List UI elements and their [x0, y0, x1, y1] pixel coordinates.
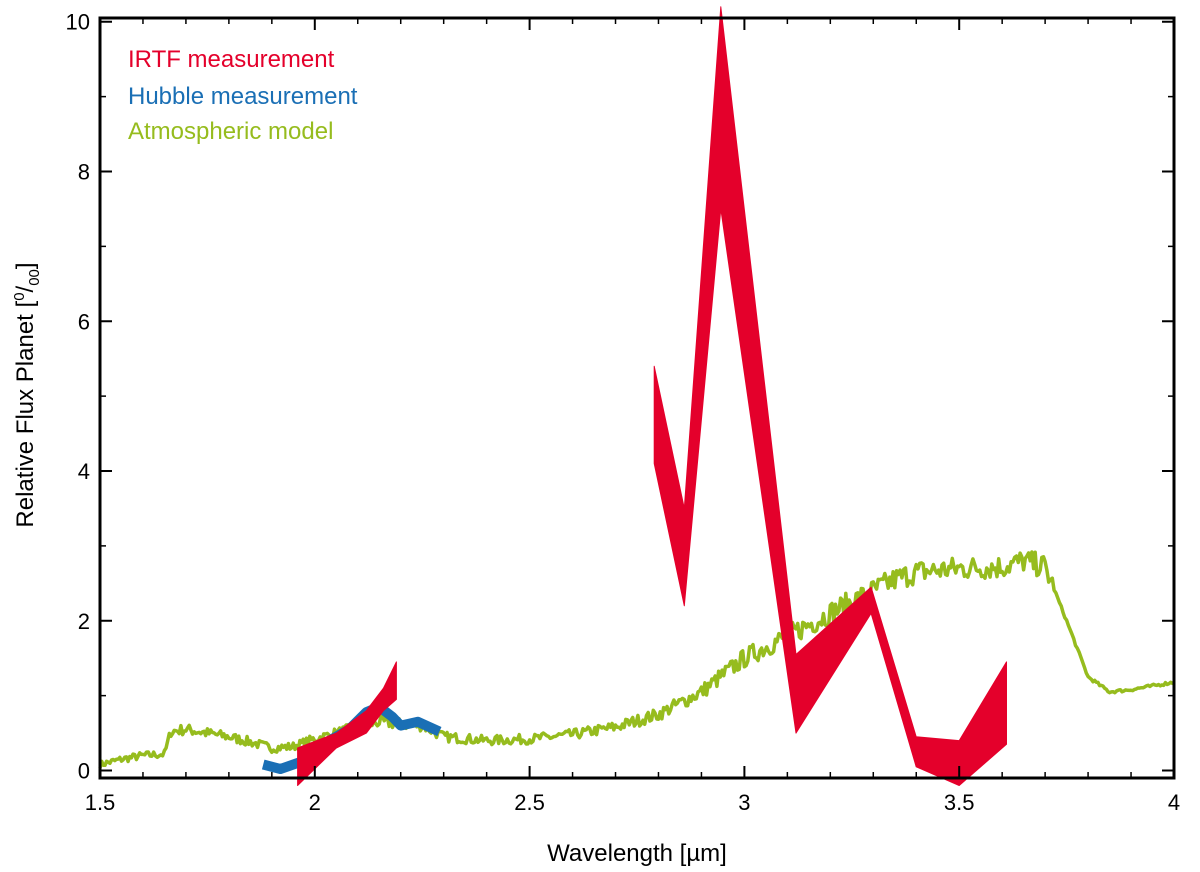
legend-model: Atmospheric model [128, 118, 333, 145]
x-tick-label: 2 [309, 790, 321, 815]
y-axis-title-sup: 0 [11, 292, 28, 300]
y-tick-label: 0 [78, 759, 90, 784]
x-tick-label: 1.5 [85, 790, 116, 815]
y-axis-title: Relative Flux Planet [0/00] [11, 262, 43, 527]
x-tick-label: 2.5 [514, 790, 545, 815]
model-series-line [98, 550, 1175, 769]
x-tick-label: 3 [738, 790, 750, 815]
irtf-series-band [653, 6, 1007, 786]
legend-irtf: IRTF measurement [128, 46, 335, 73]
y-tick-label: 10 [66, 10, 90, 35]
y-axis-title-slash: / [12, 285, 39, 292]
tick-layer: 1.5 2 2.5 3 3.5 4 0 2 4 6 8 10 [66, 10, 1181, 815]
series-layer [98, 6, 1175, 786]
y-axis-title-sub: 00 [26, 269, 43, 286]
irtf-series-band [297, 661, 397, 786]
y-tick-label: 6 [78, 309, 90, 334]
x-axis-title: Wavelength [µm] [547, 840, 727, 867]
plot-frame [98, 16, 1176, 780]
y-tick-label: 4 [78, 459, 90, 484]
x-tick-label: 3.5 [944, 790, 975, 815]
y-tick-label: 8 [78, 159, 90, 184]
x-tick-label: 4 [1168, 790, 1180, 815]
legend-hubble: Hubble measurement [128, 83, 358, 110]
legend: IRTF measurement Hubble measurement Atmo… [128, 46, 358, 145]
y-axis-title-end: ] [12, 262, 39, 269]
y-axis-title-main: Relative Flux Planet [ [12, 300, 39, 527]
y-tick-label: 2 [78, 609, 90, 634]
